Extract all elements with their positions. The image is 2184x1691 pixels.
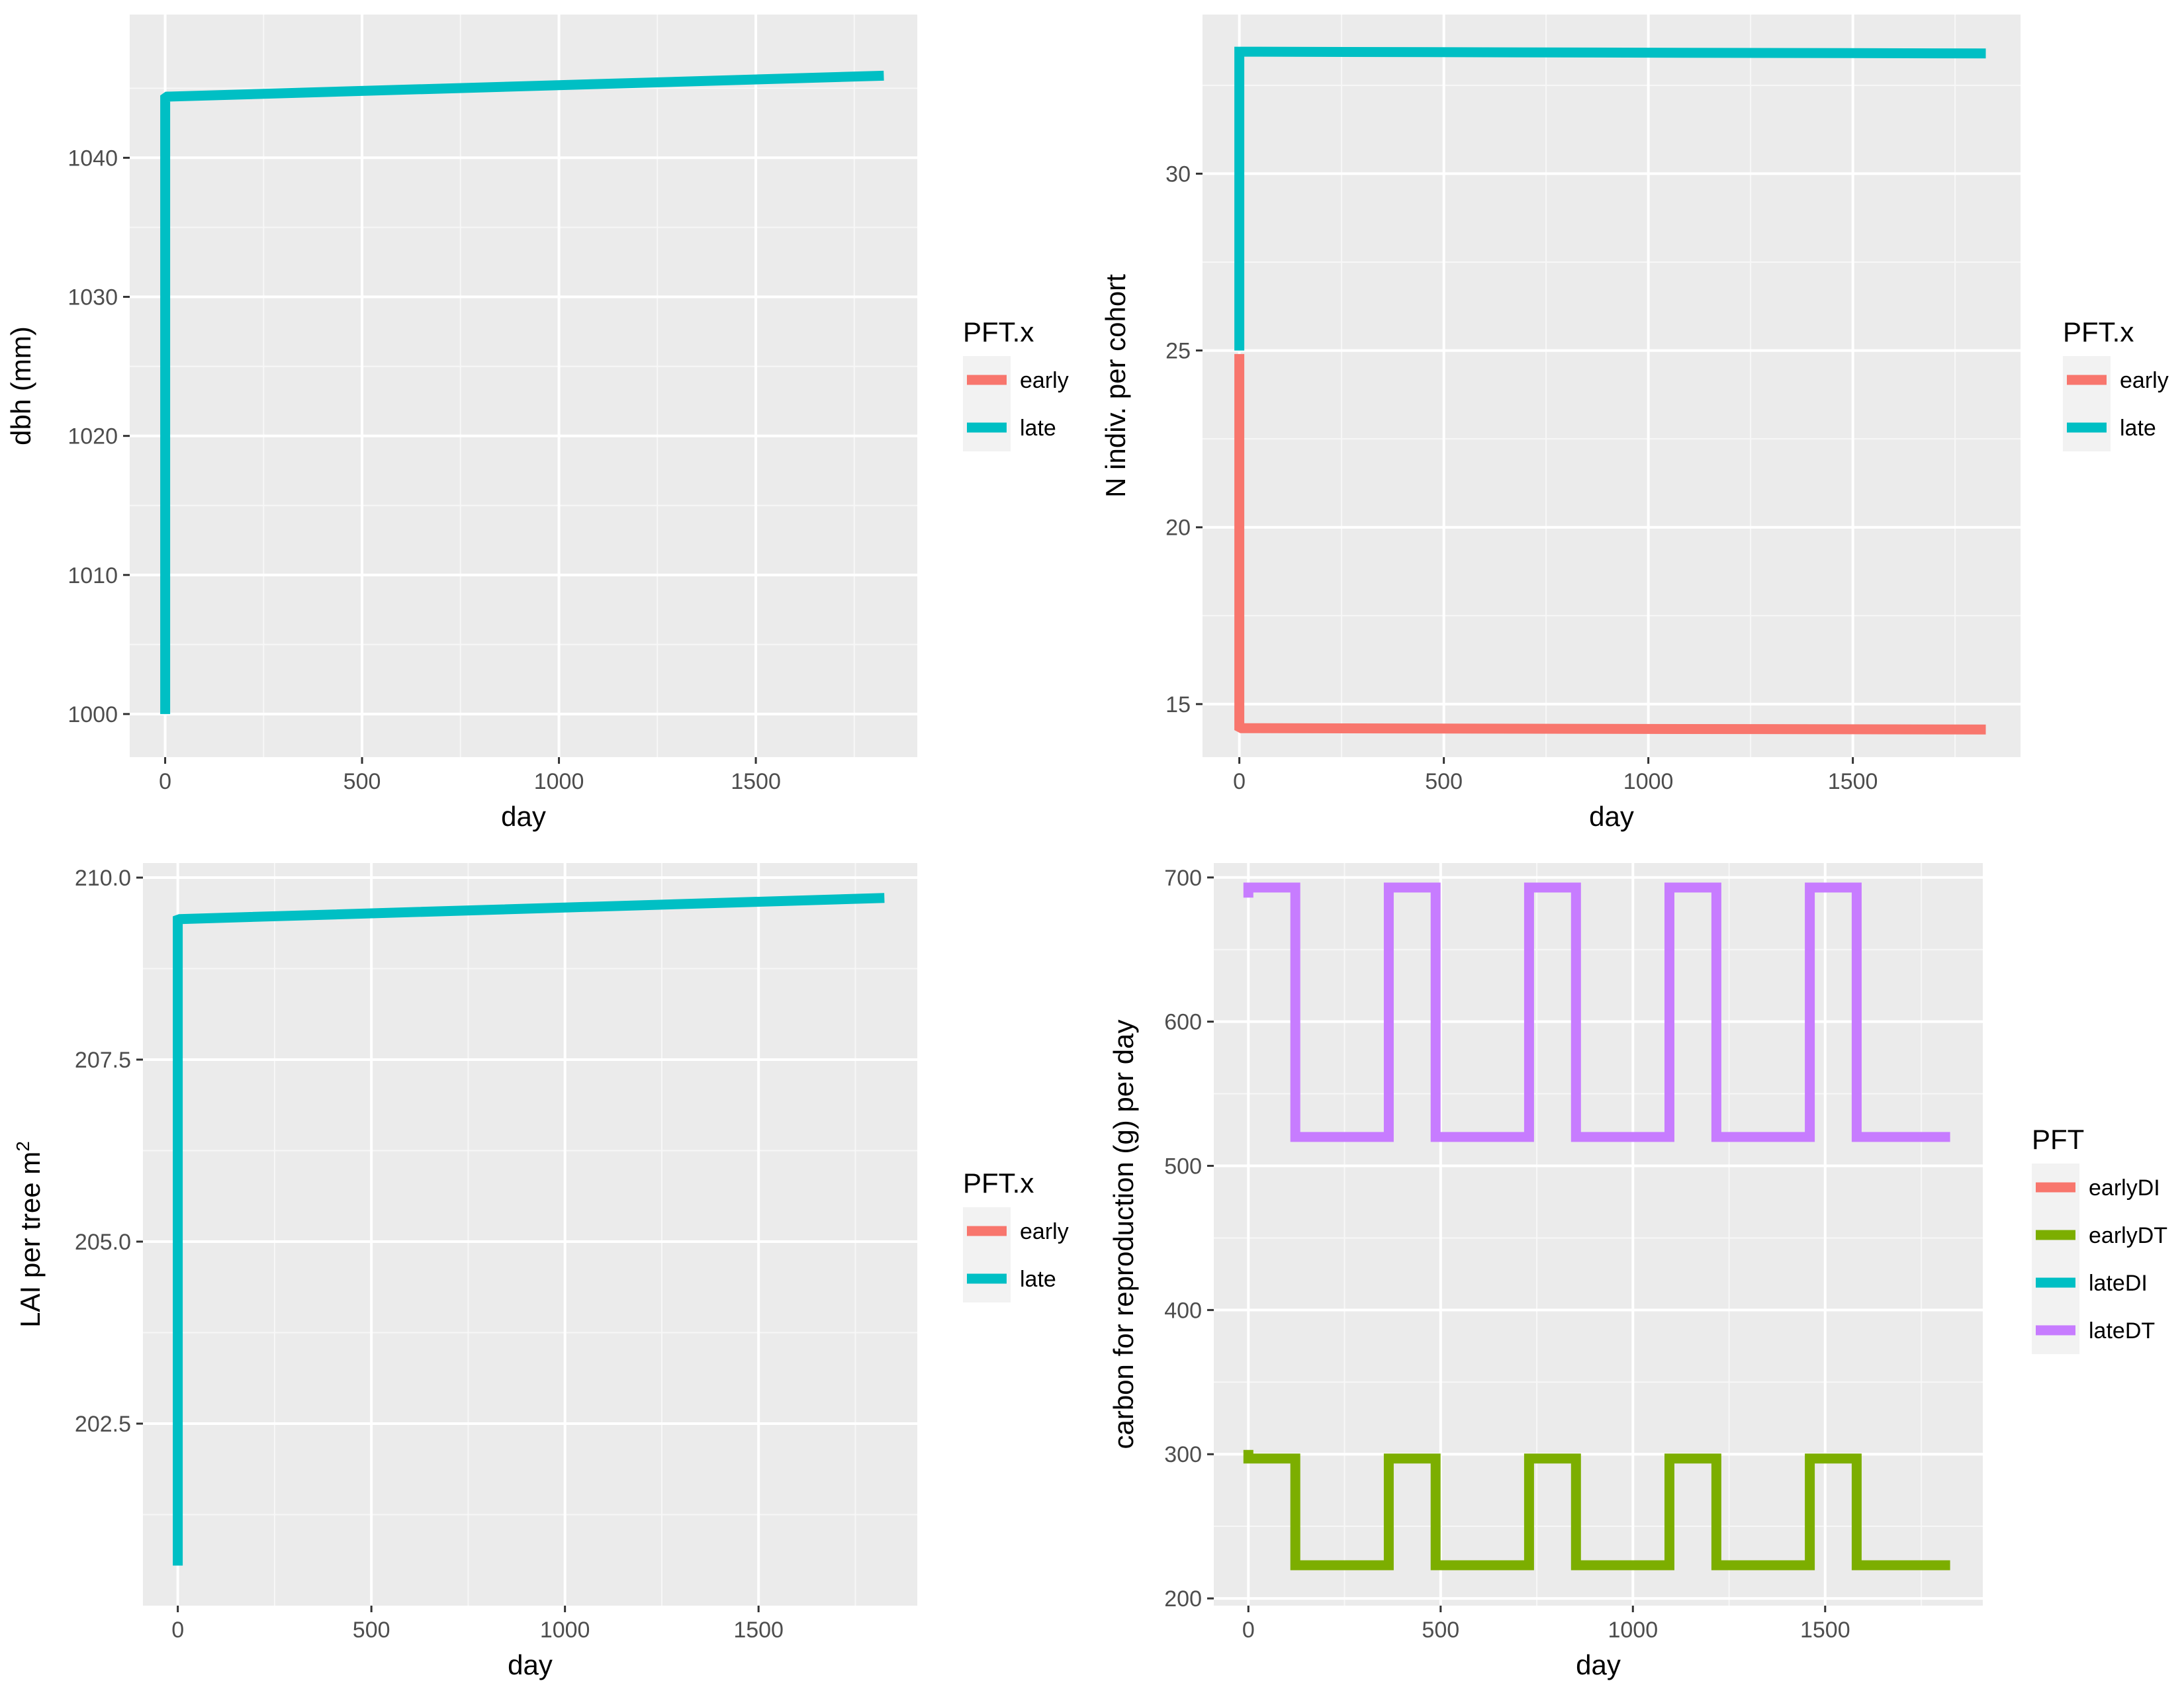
legend-label: earlyDT <box>2089 1223 2167 1248</box>
plot-background <box>143 863 917 1606</box>
legend-label: early <box>2120 368 2169 393</box>
legend-label: late <box>1020 416 1056 441</box>
legend-title: PFT.x <box>963 1167 1034 1199</box>
legend-label: late <box>2120 416 2156 441</box>
plot-background <box>1203 15 2021 757</box>
plot-background <box>130 15 917 757</box>
series-line-lateDT <box>1243 882 1950 1142</box>
series-line-late <box>1234 46 1986 351</box>
y-tick-label: 1030 <box>68 285 118 310</box>
y-tick-label: 500 <box>1164 1154 1202 1179</box>
x-tick-label: 500 <box>343 769 381 794</box>
legend: PFT.x early late <box>2063 316 2169 451</box>
y-axis-label-text: carbon for reproduction (g) per day <box>1108 1019 1139 1449</box>
legend-label: early <box>1020 1219 1069 1244</box>
y-tick-label: 210.0 <box>75 866 131 891</box>
series-line-late <box>160 70 884 714</box>
y-tick-label: 1000 <box>68 702 118 727</box>
panel-dbh: 0 500 1000 1500 1000 1010 1020 1030 1040 day dbh (… <box>5 15 1069 832</box>
legend-label: late <box>1020 1267 1056 1292</box>
legend-title: PFT.x <box>963 316 1034 347</box>
y-tick-label: 1010 <box>68 563 118 588</box>
plot-background <box>1214 863 1983 1606</box>
x-tick-label: 1000 <box>1623 769 1674 794</box>
y-tick-label: 700 <box>1164 866 1202 891</box>
x-axis-label: day <box>508 1649 553 1680</box>
y-tick-label: 1020 <box>68 424 118 449</box>
y-axis-label: carbon for reproduction (g) per day <box>1108 1019 1139 1449</box>
y-tick-label: 15 <box>1165 692 1191 717</box>
legend-label: lateDI <box>2089 1271 2148 1296</box>
y-axis-label: dbh (mm) <box>5 326 36 445</box>
x-tick-label: 500 <box>1425 769 1463 794</box>
y-tick-label: 20 <box>1165 516 1191 541</box>
panel-carbon-reproduction: 0 500 1000 1500 200 300 400 500 600 700 day carbon … <box>1108 863 2167 1680</box>
y-tick-label: 400 <box>1164 1298 1202 1323</box>
legend-title: PFT.x <box>2063 316 2134 347</box>
legend-label: lateDT <box>2089 1318 2155 1344</box>
x-tick-label: 1000 <box>1608 1618 1658 1643</box>
series-line-early <box>1234 353 1986 735</box>
x-tick-label: 1500 <box>733 1618 784 1643</box>
y-tick-label: 1040 <box>68 146 118 171</box>
x-tick-label: 1500 <box>1800 1618 1850 1643</box>
panel-lai: 0 500 1000 1500 202.5 205.0 207.5 210.0 day LAI p… <box>13 863 1069 1680</box>
y-axis-label-superscript: 2 <box>13 1141 33 1152</box>
x-tick-label: 1000 <box>534 769 584 794</box>
x-tick-label: 1000 <box>540 1618 590 1643</box>
y-tick-label: 200 <box>1164 1586 1202 1612</box>
y-tick-label: 25 <box>1165 339 1191 364</box>
legend: PFT.x early late <box>963 1167 1069 1303</box>
y-tick-label: 207.5 <box>75 1048 131 1073</box>
y-axis-label-text: LAI per tree m <box>15 1152 46 1328</box>
y-tick-label: 202.5 <box>75 1412 131 1437</box>
x-tick-label: 0 <box>1233 769 1246 794</box>
x-tick-label: 0 <box>171 1618 184 1643</box>
x-tick-label: 1500 <box>1828 769 1878 794</box>
y-axis-label-text: dbh (mm) <box>5 326 36 445</box>
legend: PFT.x early late <box>963 316 1069 451</box>
y-axis-label-text: N indiv. per cohort <box>1100 274 1131 498</box>
y-tick-label: 30 <box>1165 161 1191 187</box>
x-axis-label: day <box>1576 1649 1621 1680</box>
x-tick-label: 500 <box>353 1618 390 1643</box>
x-tick-label: 0 <box>159 769 171 794</box>
x-axis-label: day <box>501 801 546 832</box>
panel-n-indiv: 0 500 1000 1500 15 20 25 30 day N indiv. per coho… <box>1100 15 2169 832</box>
x-tick-label: 1500 <box>731 769 781 794</box>
series-line-late <box>173 893 885 1566</box>
y-tick-label: 205.0 <box>75 1230 131 1255</box>
y-tick-label: 300 <box>1164 1442 1202 1467</box>
legend-title: PFT <box>2032 1124 2084 1155</box>
y-tick-label: 600 <box>1164 1010 1202 1035</box>
series-line-earlyDT <box>1243 1449 1950 1571</box>
x-axis-label: day <box>1589 801 1634 832</box>
x-tick-label: 500 <box>1422 1618 1459 1643</box>
y-axis-label: LAI per tree m2 <box>13 1141 46 1328</box>
x-tick-label: 0 <box>1242 1618 1255 1643</box>
y-axis-label: N indiv. per cohort <box>1100 274 1131 498</box>
legend-label: earlyDI <box>2089 1175 2160 1201</box>
legend-label: early <box>1020 368 1069 393</box>
